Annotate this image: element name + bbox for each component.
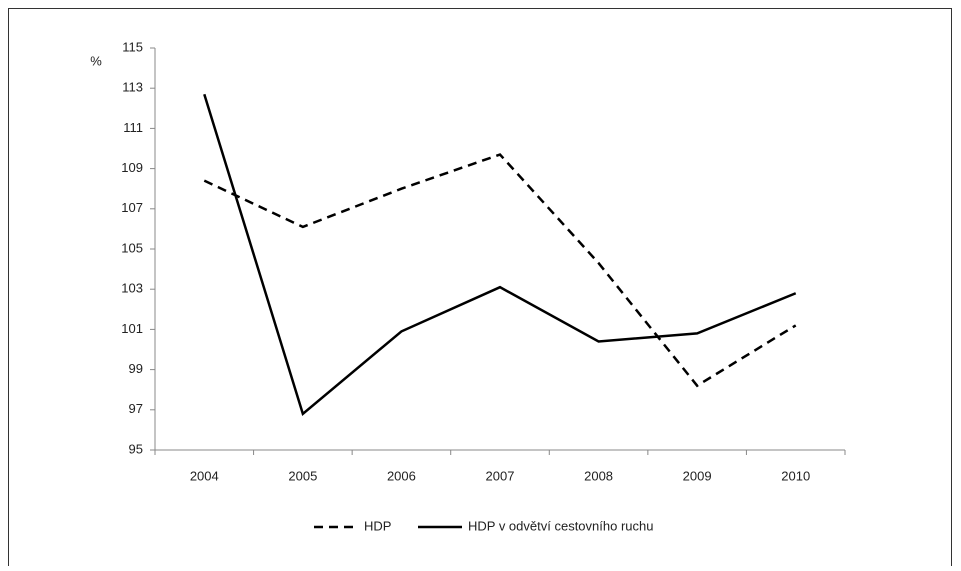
x-tick-label: 2008 <box>584 468 613 483</box>
x-tick-label: 2007 <box>486 468 515 483</box>
legend-label: HDP <box>364 518 391 533</box>
y-tick-label: 105 <box>121 240 143 255</box>
y-tick-label: 103 <box>121 281 143 296</box>
x-tick-label: 2010 <box>781 468 810 483</box>
series-line <box>203 153 797 388</box>
y-axis-label: % <box>90 53 102 68</box>
y-tick-label: 101 <box>121 321 143 336</box>
x-tick-label: 2009 <box>683 468 712 483</box>
y-tick-label: 113 <box>122 80 143 95</box>
frame <box>8 8 952 571</box>
y-tick-label: 97 <box>129 401 143 416</box>
y-tick-label: 107 <box>121 200 143 215</box>
y-tick-label: 109 <box>121 160 143 175</box>
x-tick-label: 2004 <box>190 468 219 483</box>
x-tick-label: 2006 <box>387 468 416 483</box>
legend-label: HDP v odvětví cestovního ruchu <box>468 518 653 533</box>
y-tick-label: 115 <box>122 39 143 54</box>
y-tick-label: 111 <box>123 120 143 135</box>
y-tick-label: 99 <box>129 361 143 376</box>
series-line <box>203 93 797 416</box>
x-tick-label: 2005 <box>288 468 317 483</box>
y-tick-label: 95 <box>129 441 143 456</box>
